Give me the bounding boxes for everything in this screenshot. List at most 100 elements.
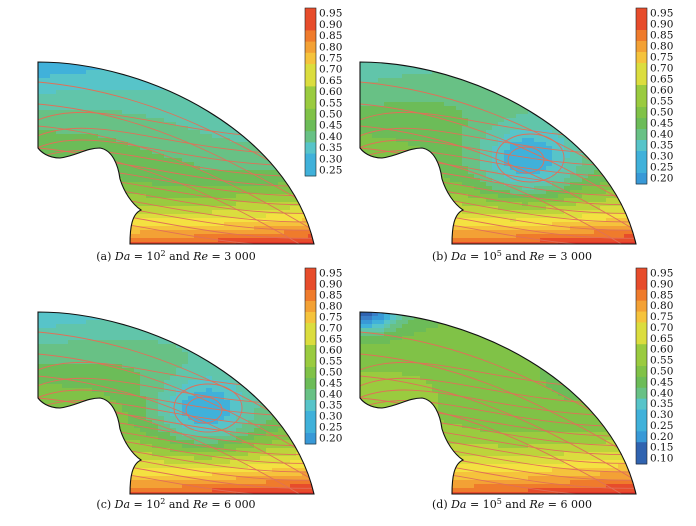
contour-cell [44, 118, 51, 123]
contour-cell [618, 66, 625, 71]
contour-cell [236, 344, 243, 349]
contour-cell [414, 190, 421, 195]
contour-cell [266, 226, 273, 231]
contour-cell [588, 226, 595, 231]
contour-cell [290, 344, 297, 349]
contour-cell [534, 182, 541, 187]
contour-cell [218, 182, 225, 187]
contour-cell [92, 86, 99, 91]
contour-cell [110, 336, 117, 341]
contour-cell [546, 98, 553, 103]
contour-cell [296, 238, 303, 243]
contour-cell [486, 234, 493, 239]
contour-cell [80, 122, 87, 127]
contour-cell [110, 122, 117, 127]
contour-cell [92, 174, 99, 179]
isoline [38, 147, 314, 244]
contour-cell [576, 142, 583, 147]
contour-cell [38, 126, 45, 131]
contour-cell [236, 206, 243, 211]
contour-cell [540, 182, 547, 187]
contour-cell [218, 348, 225, 353]
contour-cell [480, 62, 487, 67]
contour-cell [254, 62, 261, 67]
contour-cell [432, 226, 439, 231]
contour-cell [576, 66, 583, 71]
contour-cell [468, 206, 475, 211]
contour-cell [218, 210, 225, 215]
contour-cell [594, 198, 601, 203]
contour-cell [182, 122, 189, 127]
contour-cell [372, 174, 379, 179]
contour-cell [98, 74, 105, 79]
contour-cell [486, 214, 493, 219]
contour-cell [444, 178, 451, 183]
contour-cell [378, 194, 385, 199]
contour-cell [194, 98, 201, 103]
contour-cell [158, 118, 165, 123]
contour-cell [56, 230, 63, 235]
contour-cell [98, 226, 105, 231]
contour-cell [522, 150, 529, 155]
contour-cell [510, 94, 517, 99]
contour-cell [296, 356, 303, 361]
contour-cell [384, 178, 391, 183]
contour-cell [92, 234, 99, 239]
contour-cell [134, 198, 141, 203]
contour-cell [624, 182, 631, 187]
contour-cell [212, 66, 219, 71]
contour-cell [254, 320, 261, 325]
contour-cell [230, 98, 237, 103]
contour-cell [408, 90, 415, 95]
contour-cell [176, 150, 183, 155]
contour-cell [600, 238, 607, 243]
contour-cell [366, 70, 373, 75]
contour-cell [104, 356, 111, 361]
contour-cell [134, 194, 141, 199]
contour-cell [624, 170, 631, 175]
contour-cell [272, 340, 279, 345]
contour-cell [462, 130, 469, 135]
contour-cell [200, 158, 207, 163]
contour-cell [260, 356, 267, 361]
contour-cell [284, 142, 291, 147]
contour-cell [176, 62, 183, 67]
contour-cell [152, 206, 159, 211]
contour-cell [182, 118, 189, 123]
contour-cell [80, 194, 87, 199]
contour-cell [260, 352, 267, 357]
contour-cell [420, 78, 427, 83]
contour-cell [516, 62, 523, 67]
contour-cell [146, 142, 153, 147]
contour-cell [384, 194, 391, 199]
contour-cell [164, 206, 171, 211]
contour-cell [62, 82, 69, 87]
panel-c-plot [37, 311, 315, 495]
contour-cell [110, 154, 117, 159]
contour-cell [74, 352, 81, 357]
contour-cell [594, 82, 601, 87]
contour-cell [402, 242, 409, 244]
contour-cell [402, 122, 409, 127]
contour-cell [510, 238, 517, 243]
contour-cell [278, 226, 285, 231]
contour-cell [296, 114, 303, 119]
contour-cell [558, 70, 565, 75]
contour-cell [56, 344, 63, 349]
contour-cell [110, 74, 117, 79]
contour-cell [242, 126, 249, 131]
contour-cell [594, 170, 601, 175]
contour-cell [218, 206, 225, 211]
contour-cell [618, 158, 625, 163]
contour-cell [260, 82, 267, 87]
contour-cell [206, 198, 213, 203]
contour-cell [134, 102, 141, 107]
contour-cell [110, 340, 117, 345]
contour-cell [38, 94, 45, 99]
contour-cell [390, 70, 397, 75]
contour-cell [188, 178, 195, 183]
contour-cell [176, 82, 183, 87]
contour-cell [194, 110, 201, 115]
contour-cell [236, 328, 243, 333]
contour-cell [92, 94, 99, 99]
